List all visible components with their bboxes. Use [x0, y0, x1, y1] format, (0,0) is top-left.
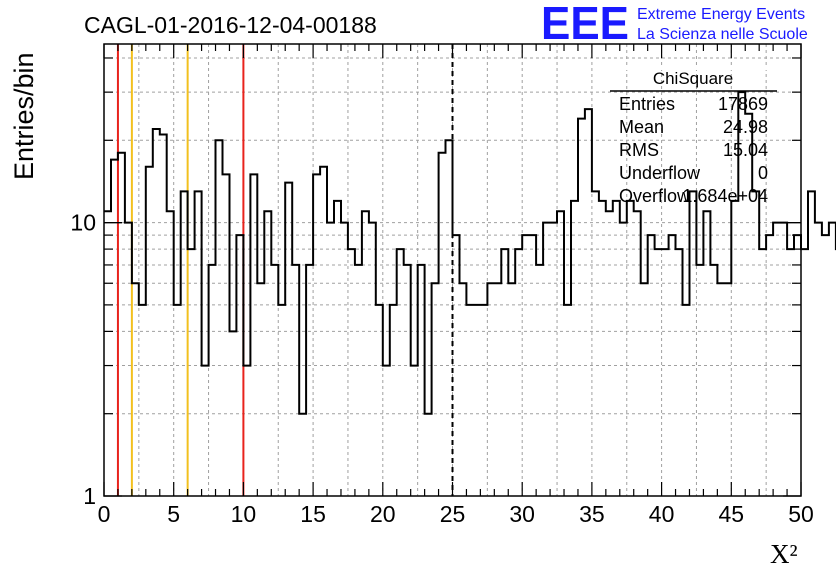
- stats-label: Entries: [619, 94, 675, 114]
- org-name-line2: La Scienza nelle Scuole: [637, 26, 808, 43]
- x-axis-label: X²: [770, 539, 798, 569]
- x-tick-label: 25: [440, 501, 466, 527]
- stats-label: Underflow: [619, 163, 701, 183]
- eee-logo: EEE: [541, 0, 629, 49]
- stats-label: Overflow: [619, 186, 691, 206]
- stats-box: ChiSquare Entries 17869 Mean 24.98 RMS 15.04 U…: [610, 68, 777, 206]
- x-tick-label: 5: [167, 501, 180, 527]
- y-tick-label: 1: [83, 483, 96, 509]
- stats-label: RMS: [619, 140, 659, 160]
- y-tick-labels: 1 10: [70, 210, 96, 509]
- x-tick-labels: 0 5 10 15 20 25 30 35 40 45 50: [98, 501, 814, 527]
- stats-value: 24.98: [723, 117, 768, 137]
- x-tick-label: 35: [579, 501, 605, 527]
- histogram-step-line: [104, 91, 836, 415]
- stats-value: 1.684e+04: [682, 186, 768, 206]
- axis-ticks: [103, 44, 802, 497]
- x-tick-label: 10: [231, 501, 257, 527]
- stats-title: ChiSquare: [653, 69, 733, 88]
- x-tick-label: 50: [788, 501, 814, 527]
- x-tick-label: 20: [370, 501, 396, 527]
- stats-value: 15.04: [723, 140, 768, 160]
- stats-value: 0: [758, 163, 768, 183]
- x-tick-label: 40: [649, 501, 675, 527]
- x-tick-label: 30: [509, 501, 535, 527]
- x-tick-label: 15: [300, 501, 326, 527]
- x-tick-label: 0: [98, 501, 111, 527]
- y-tick-label: 10: [70, 210, 96, 236]
- stats-value: 17869: [718, 94, 768, 114]
- y-axis-label: Entries/bin: [9, 52, 39, 180]
- org-name-line1: Extreme Energy Events: [637, 6, 805, 23]
- x-tick-label: 45: [719, 501, 745, 527]
- chart-title: CAGL-01-2016-12-04-00188: [84, 12, 377, 38]
- stats-label: Mean: [619, 117, 664, 137]
